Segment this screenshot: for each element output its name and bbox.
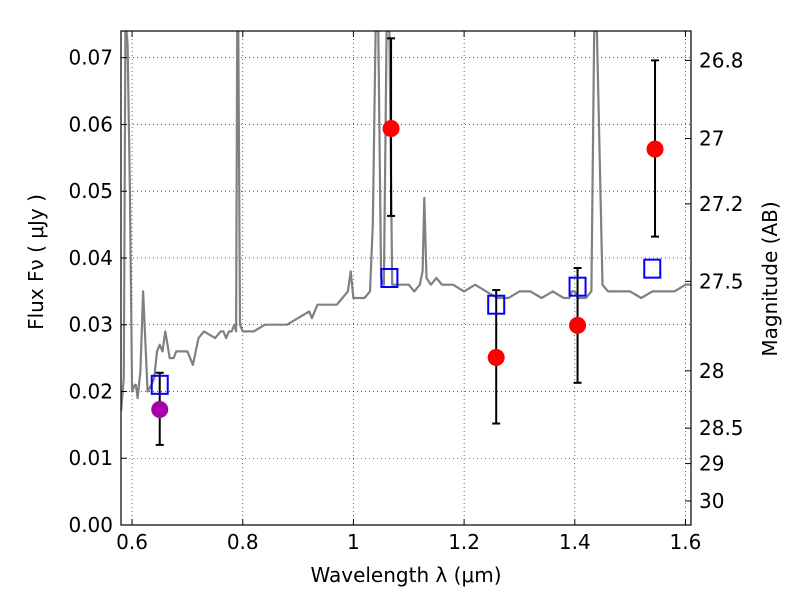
y-tick-label: 0.02 xyxy=(68,379,113,403)
x-tick-label: 0.6 xyxy=(116,530,148,554)
y-tick-label: 0.00 xyxy=(68,513,113,537)
y-tick-label: 0.05 xyxy=(68,179,113,203)
right-tick-label: 27 xyxy=(699,126,724,150)
right-tick-label: 27.5 xyxy=(699,269,744,293)
y-tick-label: 0.03 xyxy=(68,313,113,337)
x-tick-label: 1.4 xyxy=(559,530,591,554)
data-point xyxy=(382,119,400,137)
right-tick-label: 28.5 xyxy=(699,416,744,440)
y-tick-label: 0.04 xyxy=(68,246,113,270)
model-point xyxy=(487,294,506,315)
data-point xyxy=(487,348,505,366)
y-tick-label: 0.01 xyxy=(68,446,113,470)
plot-frame xyxy=(120,30,692,526)
data-point xyxy=(646,140,664,158)
x-tick-label: 1.2 xyxy=(448,530,480,554)
right-tick-label: 29 xyxy=(699,452,724,476)
right-tick-label: 30 xyxy=(699,489,724,513)
model-point xyxy=(150,374,169,395)
data-point xyxy=(569,316,587,334)
x-tick-label: 0.8 xyxy=(227,530,259,554)
x-tick-label: 1 xyxy=(347,530,360,554)
data-point xyxy=(151,401,169,419)
x-tick-label: 1.6 xyxy=(670,530,702,554)
spectrum-line xyxy=(121,31,691,412)
right-tick-label: 27.2 xyxy=(699,192,744,216)
right-tick-label: 28 xyxy=(699,359,724,383)
right-axis-title: Magnitude (AB) xyxy=(758,201,782,356)
plot-area xyxy=(121,31,691,446)
x-axis-title: Wavelength λ (μm) xyxy=(310,563,501,587)
grid-lines xyxy=(121,31,691,526)
model-point xyxy=(380,268,399,288)
model-point xyxy=(643,258,662,279)
y-axis-title: Flux Fν ( μJy ) xyxy=(24,194,48,330)
model-point xyxy=(568,276,587,297)
y-tick-label: 0.07 xyxy=(68,46,113,70)
y-tick-label: 0.06 xyxy=(68,112,113,136)
right-tick-label: 26.8 xyxy=(699,48,744,72)
axis-ticks: 0.6 0.8 1 1.2 1.4 1.6 0.00 0.01 0.02 0.03 0.04 0.05… xyxy=(68,31,744,554)
